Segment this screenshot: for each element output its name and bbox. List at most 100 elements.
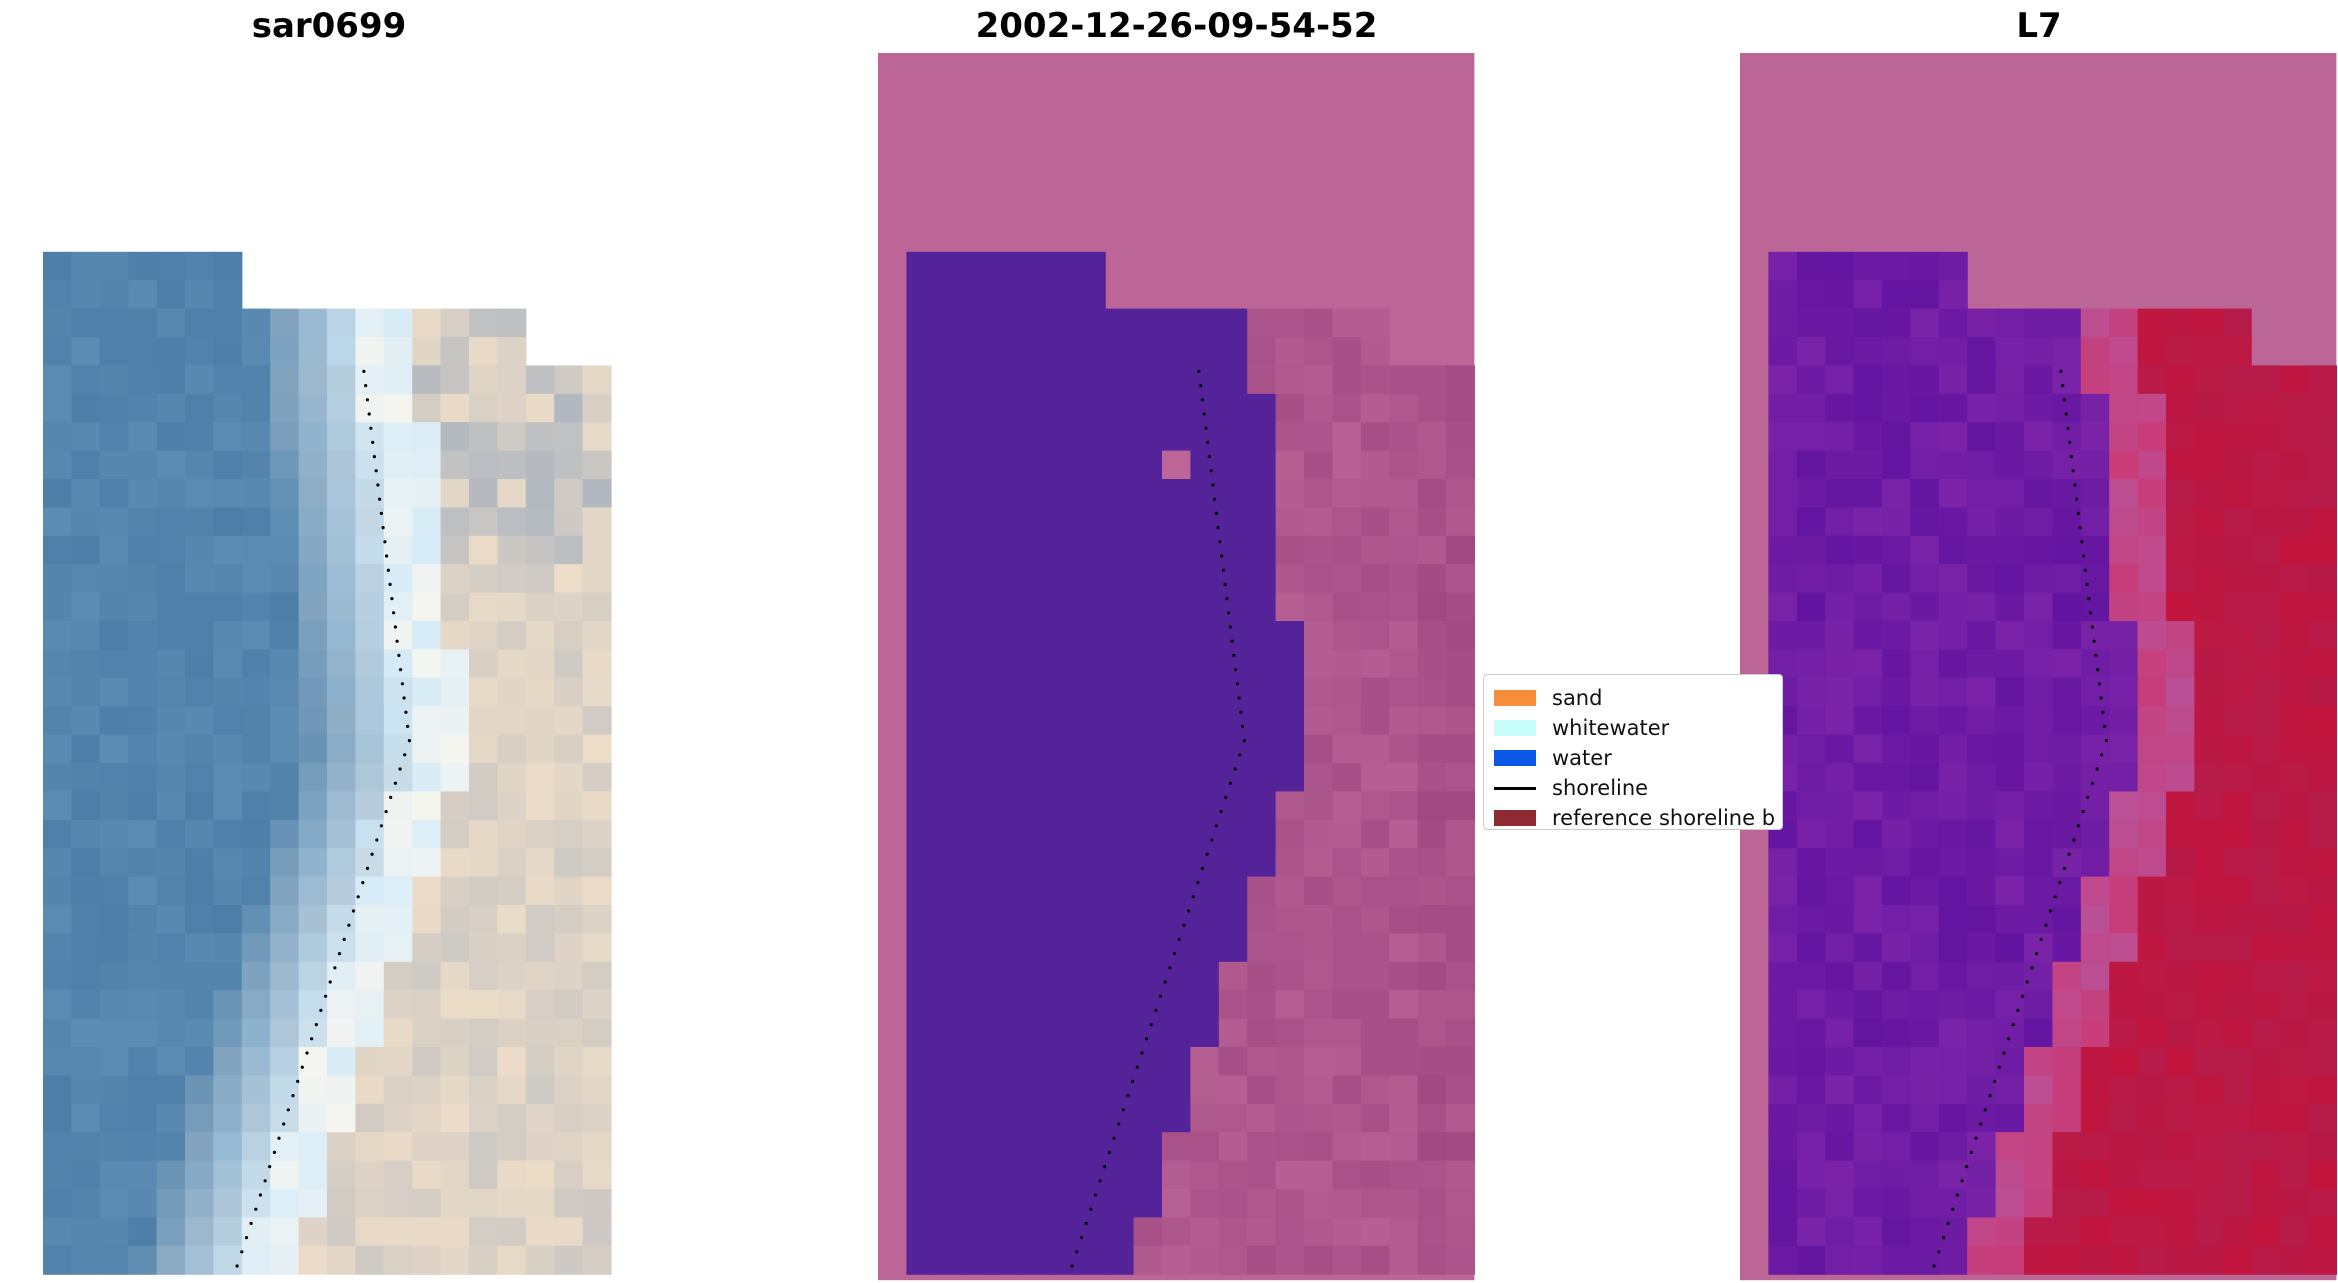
class-pixel: [1190, 621, 1220, 650]
class-pixel: [1048, 365, 1078, 395]
class-pixel: [1446, 1075, 1475, 1105]
class-pixel: [1360, 308, 1390, 338]
rgb-pixel: [412, 450, 442, 480]
class-pixel: [934, 905, 964, 934]
rgb-pixel: [71, 422, 101, 452]
class-pixel: [1020, 337, 1049, 366]
rgb-shoreline-point: [379, 511, 383, 515]
rgb-pixel: [99, 1047, 129, 1076]
index-pixel: [1995, 1245, 2025, 1275]
class-pixel: [991, 280, 1021, 310]
index-pixel: [1882, 1103, 1911, 1133]
class-pixel: [1020, 876, 1049, 906]
class-pixel: [934, 791, 964, 821]
index-pixel: [2251, 393, 2281, 423]
class-pixel: [1360, 1018, 1390, 1048]
index-pixel: [2222, 1018, 2252, 1048]
rgb-pixel: [185, 990, 214, 1020]
class-pixel: [1076, 990, 1106, 1020]
rgb-pixel: [383, 791, 413, 821]
index-pixel: [2024, 479, 2053, 508]
rgb-pixel: [497, 677, 527, 707]
class-pixel: [991, 933, 1021, 963]
class-pixel: [1162, 479, 1191, 508]
class-pixel: [1105, 393, 1135, 423]
rgb-pixel: [327, 819, 356, 849]
index-pixel: [2024, 535, 2053, 565]
rgb-pixel: [270, 1018, 300, 1048]
rgb-pixel: [185, 1160, 214, 1190]
rgb-pixel: [412, 337, 442, 366]
index-pixel: [2308, 1245, 2337, 1275]
index-shoreline-point: [2025, 980, 2029, 984]
index-pixel: [1938, 649, 1968, 679]
index-pixel: [1967, 848, 1997, 878]
class-pixel: [1105, 1018, 1135, 1048]
index-pixel: [1882, 734, 1911, 764]
rgb-pixel: [383, 990, 413, 1020]
rgb-pixel: [43, 479, 72, 508]
class-pixel: [1020, 848, 1049, 878]
class-pixel: [906, 1018, 936, 1048]
rgb-pixel: [99, 961, 129, 991]
class-pixel: [991, 990, 1021, 1020]
class-pixel: [1162, 308, 1191, 338]
class-pixel: [991, 649, 1021, 679]
class-pixel: [934, 876, 964, 906]
index-pixel: [1796, 592, 1826, 622]
rgb-pixel: [327, 535, 356, 565]
class-pixel: [906, 365, 936, 395]
rgb-pixel: [525, 1018, 555, 1048]
rgb-pixel: [412, 1217, 442, 1247]
class-pixel: [906, 1103, 936, 1133]
rgb-shoreline-point: [370, 852, 374, 856]
rgb-pixel: [270, 649, 300, 679]
rgb-pixel: [185, 592, 214, 622]
index-pixel: [2222, 905, 2252, 934]
index-pixel: [1825, 1217, 1855, 1247]
class-pixel: [1304, 1103, 1333, 1133]
index-pixel: [2137, 649, 2167, 679]
index-shoreline-point: [1993, 1079, 1997, 1083]
index-pixel: [2194, 791, 2224, 821]
class-pixel: [1162, 365, 1191, 395]
index-pixel: [1768, 507, 1798, 537]
class-pixel: [1332, 393, 1362, 423]
rgb-pixel: [497, 1075, 527, 1105]
index-pixel: [1768, 905, 1798, 934]
rgb-pixel: [355, 734, 385, 764]
index-pixel: [2137, 961, 2167, 991]
class-pixel: [1076, 677, 1106, 707]
rgb-pixel: [525, 819, 555, 849]
rgb-pixel: [128, 1217, 158, 1247]
index-pixel: [1796, 1018, 1826, 1048]
index-pixel: [1853, 819, 1883, 849]
index-pixel: [1938, 905, 1968, 934]
class-pixel: [1162, 791, 1191, 821]
rgb-pixel: [525, 1132, 555, 1162]
rgb-pixel: [270, 1217, 300, 1247]
rgb-pixel: [128, 1160, 158, 1190]
rgb-pixel: [383, 763, 413, 792]
rgb-pixel: [469, 479, 498, 508]
index-pixel: [2194, 1189, 2224, 1218]
rgb-pixel: [582, 1075, 612, 1105]
rgb-pixel: [156, 393, 186, 423]
index-pixel: [2080, 393, 2110, 423]
index-pixel: [2080, 535, 2110, 565]
class-pixel: [1133, 592, 1163, 622]
index-pixel: [1796, 990, 1826, 1020]
index-shoreline-point: [2082, 554, 2086, 558]
index-pixel: [1882, 819, 1911, 849]
rgb-pixel: [582, 1132, 612, 1162]
rgb-pixel: [156, 308, 186, 338]
class-pixel: [1304, 677, 1333, 707]
rgb-shoreline-point: [397, 653, 401, 658]
class-pixel: [1446, 791, 1475, 821]
index-pixel: [1825, 393, 1855, 423]
index-pixel: [1768, 1132, 1798, 1162]
class-pixel: [1190, 933, 1220, 963]
index-pixel: [2251, 479, 2281, 508]
index-pixel: [2308, 1018, 2337, 1048]
